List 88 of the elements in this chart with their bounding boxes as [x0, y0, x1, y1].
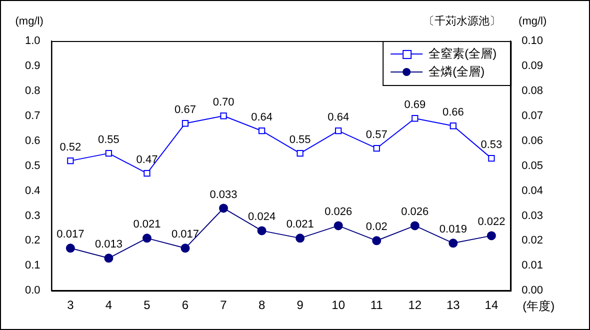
data-label: 0.026: [401, 206, 429, 218]
y-tick-label: 0.4: [24, 184, 40, 197]
y2-tick-label: 0.09: [522, 60, 544, 72]
x-tick-label: 9: [296, 298, 304, 312]
point: [450, 122, 457, 130]
data-label: 0.66: [442, 106, 464, 118]
y-tick-label: 1.0: [24, 35, 40, 48]
data-label: 0.019: [439, 224, 467, 236]
point: [258, 128, 266, 134]
data-label: 0.024: [248, 211, 276, 224]
x-tick-label: 10: [332, 298, 346, 312]
legend-label: 全窒素(全層): [428, 46, 497, 60]
point: [67, 157, 74, 164]
point: [448, 238, 458, 248]
point: [257, 226, 266, 236]
data-label: 0.69: [404, 98, 426, 111]
point: [296, 234, 305, 243]
point: [66, 244, 75, 253]
point: [182, 120, 189, 127]
y2-tick-label: 0.06: [522, 134, 544, 147]
point: [296, 150, 304, 157]
y-tick-label: 0.9: [24, 60, 40, 72]
point: [142, 234, 152, 243]
point: [372, 236, 382, 246]
x-tick-label: 7: [220, 298, 228, 312]
data-label: 0.02: [366, 221, 388, 234]
x-axis-title: (年度): [522, 298, 555, 313]
data-label: 0.013: [94, 238, 122, 251]
x-tick-label: 13: [446, 298, 460, 312]
y2-tick-label: 0.08: [522, 84, 544, 97]
y-tick-label: 0.1: [24, 260, 40, 272]
y2-tick-label: 0.03: [522, 210, 544, 222]
y2-tick-label: 0.01: [522, 260, 544, 272]
text: 〔千苅水源池〕: [424, 14, 501, 28]
y-axis-title: (mg/l): [15, 16, 44, 28]
x-tick-label: 5: [144, 298, 151, 312]
x-tick-label: 6: [182, 298, 189, 312]
y-tick-label: 0.3: [24, 210, 40, 222]
y2-tick-label: 0.07: [522, 110, 544, 122]
legend-label: 全燐(全層): [428, 64, 485, 78]
point: [219, 204, 228, 213]
y2-tick-label: 0.05: [522, 160, 544, 172]
x-tick-label: 11: [370, 298, 384, 312]
data-label: 0.017: [56, 228, 84, 241]
x-tick-label: 4: [105, 298, 112, 312]
data-label: 0.57: [366, 128, 388, 141]
point: [335, 128, 342, 134]
data-label: 0.55: [289, 134, 311, 146]
point: [180, 244, 190, 253]
x-tick-label: 12: [408, 298, 422, 312]
point: [144, 170, 150, 177]
point: [334, 221, 343, 230]
y-tick-label: 0.5: [24, 160, 40, 172]
data-label: 0.026: [324, 206, 352, 218]
y-tick-label: 0.2: [24, 234, 40, 247]
data-label: 0.022: [478, 216, 506, 228]
y2-axis-title: (mg/l): [518, 16, 547, 28]
y2-tick-label: 0.00: [522, 284, 544, 297]
data-label: 0.021: [133, 218, 161, 231]
x-tick-label: 3: [67, 298, 74, 312]
y-tick-label: 0.0: [24, 284, 40, 297]
point: [373, 145, 380, 152]
x-tick-label: 14: [484, 298, 498, 312]
y-tick-label: 0.6: [24, 134, 40, 147]
point: [488, 154, 495, 162]
data-label: 0.70: [212, 96, 234, 108]
point: [486, 231, 496, 240]
y-tick-label: 0.8: [24, 84, 40, 97]
y2-tick-label: 0.04: [522, 184, 544, 197]
point: [105, 150, 112, 157]
x-tick-label: 8: [258, 298, 266, 312]
data-label: 0.64: [251, 111, 273, 124]
point: [412, 115, 418, 122]
data-label: 0.52: [60, 141, 82, 154]
point: [220, 112, 227, 120]
point: [410, 221, 420, 230]
data-label: 0.47: [136, 154, 158, 166]
y2-tick-label: 0.02: [522, 234, 544, 247]
data-label: 0.021: [286, 218, 314, 231]
data-label: 0.017: [171, 228, 200, 241]
data-label: 0.53: [480, 138, 502, 151]
point: [104, 254, 114, 263]
data-label: 0.55: [98, 134, 120, 146]
data-label: 0.67: [174, 104, 196, 116]
y2-tick-label: 0.10: [522, 35, 544, 48]
y-tick-label: 0.7: [24, 110, 40, 122]
data-label: 0.64: [328, 111, 350, 124]
data-label: 0.033: [210, 188, 238, 201]
